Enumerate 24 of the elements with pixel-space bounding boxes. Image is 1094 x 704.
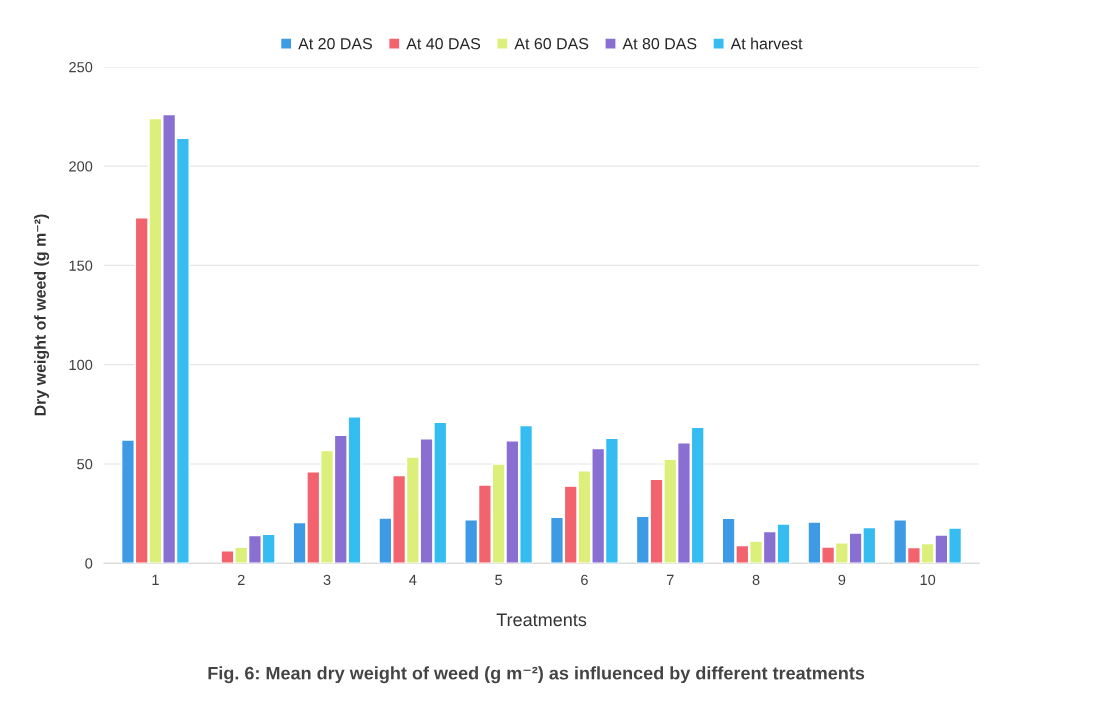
legend-label: At 20 DAS	[298, 38, 372, 50]
y-tick-label: 50	[77, 459, 93, 470]
y-tick-label: 250	[69, 61, 93, 73]
x-tick-label: 6	[581, 574, 588, 586]
x-tick-label: 3	[323, 574, 331, 586]
text: Fig. 6: Mean dry weight of weed (g m⁻²) as influenced by different treatments	[208, 666, 865, 684]
x-tick-label: 7	[666, 574, 674, 585]
y-tick-label: 100	[69, 359, 93, 371]
x-tick-label: 8	[752, 574, 760, 586]
x-tick-label: 2	[237, 574, 245, 585]
x-tick-label: 10	[920, 574, 936, 586]
x-tick-label: 9	[838, 574, 846, 586]
legend-label: At 40 DAS	[406, 38, 481, 50]
legend-label: At 60 DAS	[514, 38, 589, 50]
y-tick-label: 200	[69, 161, 93, 172]
y-axis-title: Dry weight of weed (g m⁻²)	[34, 214, 50, 416]
legend-label: At harvest	[730, 37, 803, 50]
x-tick-label: 4	[409, 574, 417, 585]
x-axis-title: Treatments	[496, 613, 587, 627]
y-tick-label: 0	[85, 558, 93, 569]
x-tick-label: 5	[495, 574, 503, 586]
y-tick-label: 150	[69, 260, 93, 271]
legend-label: At 80 DAS	[622, 38, 697, 50]
x-tick-label: 1	[152, 574, 159, 585]
